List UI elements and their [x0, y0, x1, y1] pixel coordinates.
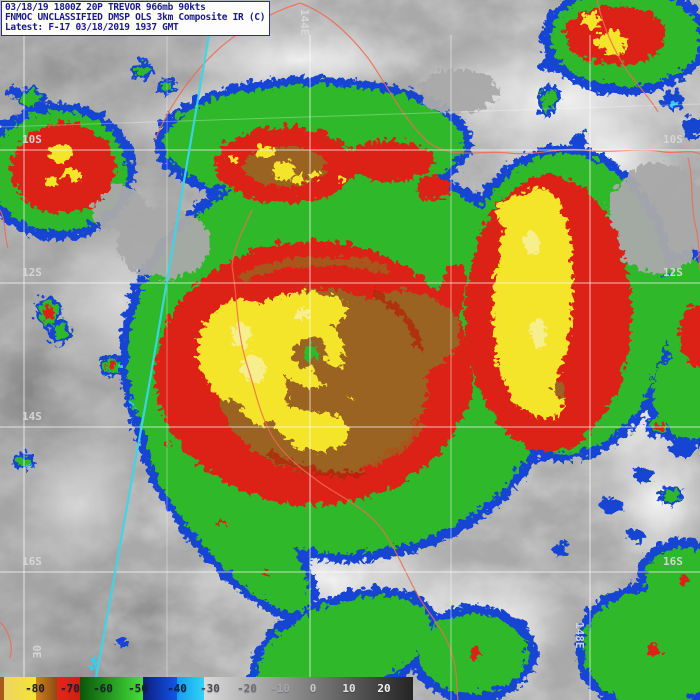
- colorbar-tick--50: -50: [128, 682, 148, 695]
- lon-label-148E: 148E: [573, 622, 586, 649]
- grid-labels: 10S 10S 12S 12S 14S 16S 16S 0E 144E 148E: [22, 9, 683, 658]
- colorbar-tick--40: -40: [167, 682, 187, 695]
- colorbar-tick--30: -30: [200, 682, 220, 695]
- lon-label-0E: 0E: [30, 645, 43, 658]
- lon-label-144E: 144E: [298, 9, 311, 36]
- lat-label-12S-left: 12S: [22, 266, 42, 279]
- lat-label-10S-right: 10S: [663, 133, 683, 146]
- colorbar-tick--60: -60: [93, 682, 113, 695]
- colorbar-tick-0: 0: [309, 682, 317, 695]
- swath-seam-line: [0, 103, 700, 128]
- colorbar-tick-20: 20: [377, 682, 391, 695]
- lat-lon-gridlines: [0, 35, 700, 700]
- info-banner: 03/18/19 1800Z 20P TREVOR 966mb 90kts FN…: [1, 1, 271, 36]
- swath-edge-line: [90, 34, 211, 700]
- banner-line-product: FNMOC UNCLASSIFIED DMSP OLS 3km Composit…: [5, 12, 266, 23]
- colorbar-tick-10: 10: [342, 682, 356, 695]
- colorbar-tick--10: -10: [270, 682, 290, 695]
- lat-label-12S-right: 12S: [663, 266, 683, 279]
- colorbar-tick--80: -80: [25, 682, 45, 695]
- colorbar-tick--20: -20: [237, 682, 257, 695]
- banner-line-storm: 03/18/19 1800Z 20P TREVOR 966mb 90kts: [5, 2, 206, 13]
- banner-line-latest: Latest: F-17 03/18/2019 1937 GMT: [5, 22, 179, 33]
- lat-label-10S-left: 10S: [22, 133, 42, 146]
- lat-label-16S-right: 16S: [663, 555, 683, 568]
- lat-label-16S-left: 16S: [22, 555, 42, 568]
- temperature-colorbar: -80 -70 -60 -50 -40 -30 -20 -10 0 10 20: [0, 677, 413, 700]
- colorbar-tick--70: -70: [60, 682, 80, 695]
- lat-label-14S-left: 14S: [22, 410, 42, 423]
